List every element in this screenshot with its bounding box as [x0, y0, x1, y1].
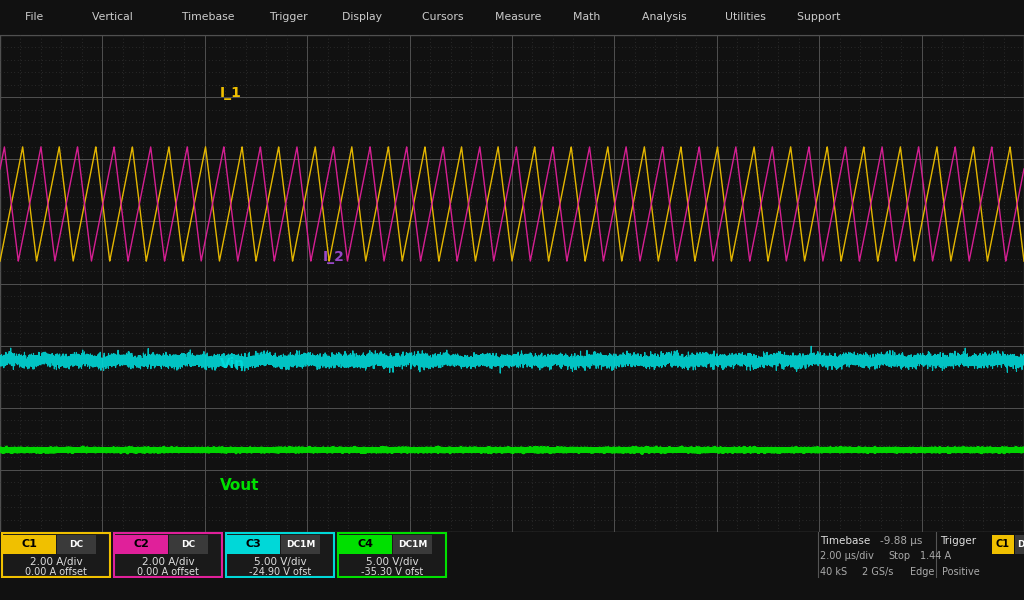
Bar [2, 533, 110, 577]
Text: Measure: Measure [488, 13, 542, 22]
Text: 5.00 V/div: 5.00 V/div [254, 557, 306, 567]
Text: C3: C3 [245, 539, 261, 550]
Text: Edge: Edge [910, 566, 934, 577]
Text: -24.90 V ofst: -24.90 V ofst [249, 568, 311, 577]
Text: 2 GS/s: 2 GS/s [862, 566, 893, 577]
Text: Math: Math [566, 13, 600, 22]
Text: Vin: Vin [220, 357, 245, 371]
Text: DC: DC [70, 540, 84, 549]
Text: -9.88 µs: -9.88 µs [880, 536, 923, 546]
Bar [226, 533, 334, 577]
Text: DC1M: DC1M [397, 540, 427, 549]
Text: Vout: Vout [220, 478, 260, 493]
Text: 5.00 V/div: 5.00 V/div [366, 557, 419, 567]
Text: 40 kS: 40 kS [820, 566, 847, 577]
Text: 0.00 A offset: 0.00 A offset [25, 568, 87, 577]
Text: DC: DC [181, 540, 196, 549]
Text: Cursors: Cursors [415, 13, 464, 22]
Bar [2, 535, 56, 554]
Text: -35.30 V ofst: -35.30 V ofst [360, 568, 423, 577]
Text: DC: DC [1017, 540, 1024, 549]
Bar [1015, 535, 1024, 554]
Bar [169, 535, 208, 554]
Text: Stop: Stop [888, 551, 910, 562]
Text: Support: Support [790, 13, 841, 22]
Bar [114, 533, 222, 577]
Text: Display: Display [335, 13, 382, 22]
Bar [57, 535, 96, 554]
Text: I_2: I_2 [323, 250, 344, 264]
Text: 2.00 A/div: 2.00 A/div [141, 557, 195, 567]
Text: Vertical: Vertical [85, 13, 133, 22]
Text: DC1M: DC1M [286, 540, 315, 549]
Text: 8/8/2024 2:55:33 PM: 8/8/2024 2:55:33 PM [894, 583, 1016, 595]
Text: C2: C2 [133, 539, 148, 550]
Text: Positive: Positive [942, 566, 980, 577]
Text: 0.00 A offset: 0.00 A offset [137, 568, 199, 577]
Text: 1.44 A: 1.44 A [920, 551, 951, 562]
Text: 2.00 µs/div: 2.00 µs/div [820, 551, 873, 562]
Text: Timebase: Timebase [820, 536, 870, 546]
Text: C1: C1 [22, 539, 37, 550]
Text: Trigger: Trigger [263, 13, 307, 22]
Bar [338, 535, 392, 554]
Text: File: File [18, 13, 43, 22]
Text: 2.00 A/div: 2.00 A/div [30, 557, 82, 567]
Text: Timebase: Timebase [175, 13, 234, 22]
Text: C1: C1 [996, 539, 1010, 550]
Text: I_1: I_1 [220, 86, 242, 100]
Bar [393, 535, 432, 554]
Bar [281, 535, 319, 554]
Text: Trigger: Trigger [940, 536, 976, 546]
Bar [226, 535, 280, 554]
Bar [992, 535, 1014, 554]
Bar [338, 533, 446, 577]
Text: Analysis: Analysis [635, 13, 687, 22]
Text: C4: C4 [357, 539, 373, 550]
Bar [114, 535, 168, 554]
Text: TELEDYNE LECROY: TELEDYNE LECROY [8, 583, 146, 595]
Text: Utilities: Utilities [718, 13, 766, 22]
